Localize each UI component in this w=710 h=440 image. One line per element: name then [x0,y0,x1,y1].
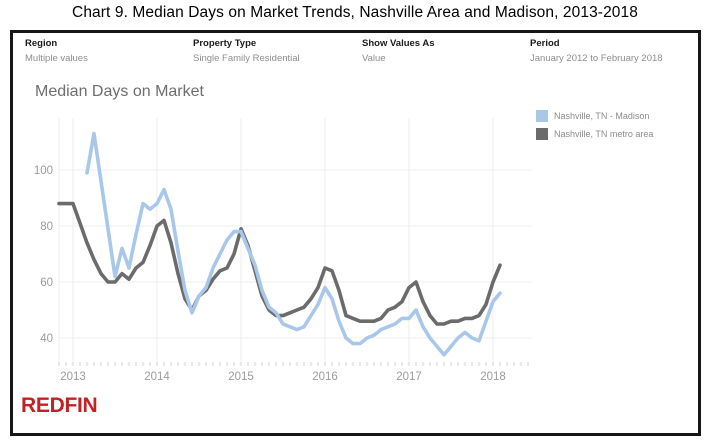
legend-item-metro: Nashville, TN metro area [536,128,653,140]
filter-property-type-label: Property Type [193,38,257,49]
svg-text:100: 100 [34,165,53,177]
legend-label-metro: Nashville, TN metro area [554,129,654,139]
filter-region-label: Region [25,38,58,49]
legend-swatch-metro [536,128,548,140]
svg-text:2015: 2015 [228,371,254,383]
svg-text:2016: 2016 [312,371,338,383]
filter-period: Period January 2012 to February 2018 [530,38,663,64]
filter-show-values-as-label: Show Values As [362,38,435,49]
svg-text:2017: 2017 [396,371,422,383]
filter-show-values-as: Show Values As Value [362,38,435,64]
filter-property-type-value: Single Family Residential [193,53,300,64]
svg-text:2018: 2018 [480,371,506,383]
svg-text:60: 60 [40,277,53,289]
legend-item-madison: Nashville, TN - Madison [536,110,653,122]
chart-legend: Nashville, TN - Madison Nashville, TN me… [536,110,653,146]
filter-property-type: Property Type Single Family Residential [193,38,300,64]
legend-swatch-madison [536,110,548,122]
filter-show-values-as-value: Value [362,53,386,64]
filter-period-label: Period [530,38,560,49]
dashboard-panel: Region Multiple values Property Type Sin… [10,30,701,436]
page-title: Chart 9. Median Days on Market Trends, N… [72,4,638,21]
svg-text:2014: 2014 [144,371,170,383]
filter-period-value: January 2012 to February 2018 [530,53,663,64]
svg-text:80: 80 [40,221,53,233]
chart-title: Median Days on Market [35,83,204,100]
filter-region: Region Multiple values [25,38,88,64]
line-chart: 40 60 80 100 2013 2014 2015 2016 2017 2018 [34,118,532,383]
filter-region-value: Multiple values [25,53,88,64]
redfin-logo: REDFIN [21,394,98,417]
svg-text:40: 40 [40,333,53,345]
svg-text:2013: 2013 [60,371,86,383]
legend-label-madison: Nashville, TN - Madison [554,111,650,121]
